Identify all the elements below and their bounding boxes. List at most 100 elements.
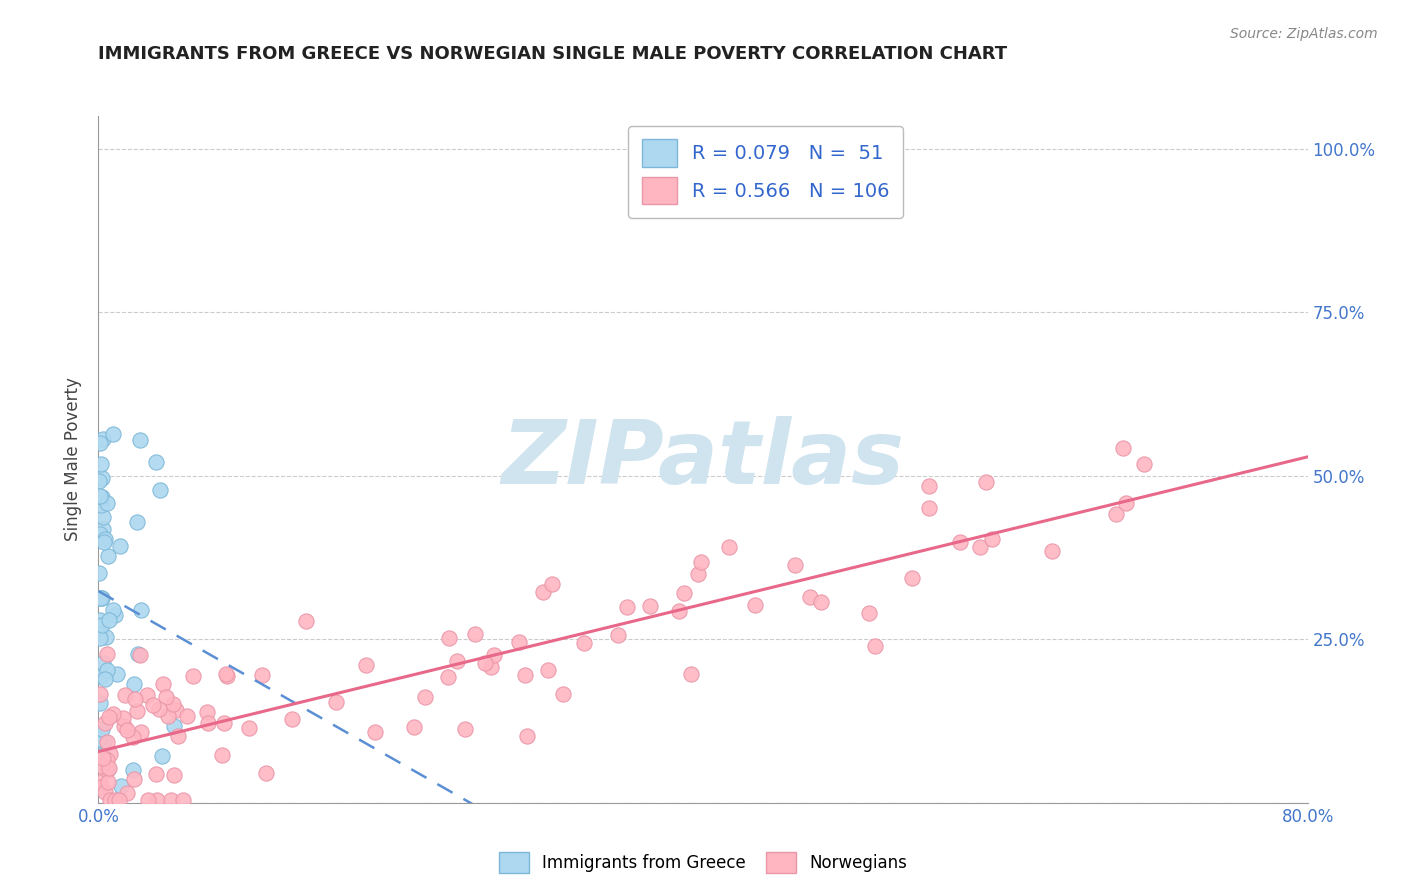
Point <box>482 648 505 663</box>
Point <box>145 766 167 780</box>
Point <box>516 729 538 743</box>
Point <box>354 657 377 672</box>
Text: Source: ZipAtlas.com: Source: ZipAtlas.com <box>1230 27 1378 41</box>
Point <box>96 764 118 778</box>
Point <box>145 454 167 468</box>
Point <box>89 436 111 450</box>
Point <box>437 631 460 645</box>
Point <box>108 539 131 553</box>
Y-axis label: Single Male Poverty: Single Male Poverty <box>65 377 83 541</box>
Point <box>90 458 112 472</box>
Point <box>129 724 152 739</box>
Point <box>122 730 145 744</box>
Point <box>1105 507 1128 521</box>
Point <box>152 677 174 691</box>
Point <box>98 792 121 806</box>
Point <box>124 691 146 706</box>
Point <box>688 567 710 582</box>
Point <box>129 434 152 448</box>
Point <box>668 604 690 618</box>
Point <box>325 695 347 709</box>
Point <box>91 722 114 736</box>
Point <box>281 712 304 726</box>
Point <box>413 690 436 704</box>
Point <box>101 603 124 617</box>
Text: ZIPatlas: ZIPatlas <box>502 416 904 503</box>
Point <box>89 687 111 701</box>
Point <box>115 786 138 800</box>
Point <box>513 668 536 682</box>
Point <box>89 527 111 541</box>
Point <box>96 663 118 677</box>
Point <box>127 647 149 661</box>
Point <box>90 591 112 605</box>
Point <box>93 785 115 799</box>
Point <box>197 715 219 730</box>
Point <box>104 607 127 622</box>
Point <box>96 496 118 510</box>
Point <box>91 618 114 632</box>
Point <box>112 718 135 732</box>
Point <box>96 735 118 749</box>
Point <box>98 747 121 761</box>
Point <box>215 666 238 681</box>
Point <box>87 591 110 605</box>
Point <box>217 669 239 683</box>
Point <box>673 586 696 600</box>
Point <box>101 706 124 721</box>
Point <box>980 532 1002 546</box>
Point <box>156 709 179 723</box>
Point <box>90 669 112 683</box>
Point <box>149 483 172 497</box>
Point <box>91 748 114 763</box>
Point <box>114 688 136 702</box>
Point <box>949 535 972 549</box>
Legend: R = 0.079   N =  51, R = 0.566   N = 106: R = 0.079 N = 51, R = 0.566 N = 106 <box>628 126 904 218</box>
Point <box>166 703 188 717</box>
Point <box>785 558 807 572</box>
Point <box>91 432 114 446</box>
Point <box>94 672 117 686</box>
Point <box>89 613 111 627</box>
Point <box>541 577 564 591</box>
Point <box>122 677 145 691</box>
Point <box>98 613 121 627</box>
Point <box>97 761 120 775</box>
Point <box>1040 543 1063 558</box>
Point <box>93 734 115 748</box>
Point <box>974 475 997 490</box>
Point <box>97 549 120 563</box>
Point <box>110 779 132 793</box>
Point <box>91 510 114 524</box>
Point <box>89 631 111 645</box>
Point <box>98 709 121 723</box>
Point <box>91 759 114 773</box>
Point <box>117 723 139 737</box>
Legend: Immigrants from Greece, Norwegians: Immigrants from Greece, Norwegians <box>492 846 914 880</box>
Point <box>1112 441 1135 455</box>
Point <box>176 708 198 723</box>
Point <box>163 768 186 782</box>
Point <box>572 635 595 649</box>
Point <box>863 640 886 654</box>
Point <box>537 664 560 678</box>
Point <box>90 780 112 794</box>
Point <box>91 522 114 536</box>
Point <box>96 753 118 767</box>
Point <box>89 775 111 789</box>
Point <box>159 792 181 806</box>
Point <box>810 595 832 609</box>
Point <box>101 427 124 442</box>
Point <box>91 751 114 765</box>
Point <box>446 654 468 668</box>
Point <box>148 702 170 716</box>
Point <box>163 719 186 733</box>
Point <box>107 792 129 806</box>
Point <box>91 471 114 485</box>
Point <box>404 720 426 734</box>
Point <box>212 715 235 730</box>
Point <box>121 764 143 778</box>
Point <box>97 762 120 776</box>
Point <box>969 540 991 554</box>
Point <box>96 647 118 661</box>
